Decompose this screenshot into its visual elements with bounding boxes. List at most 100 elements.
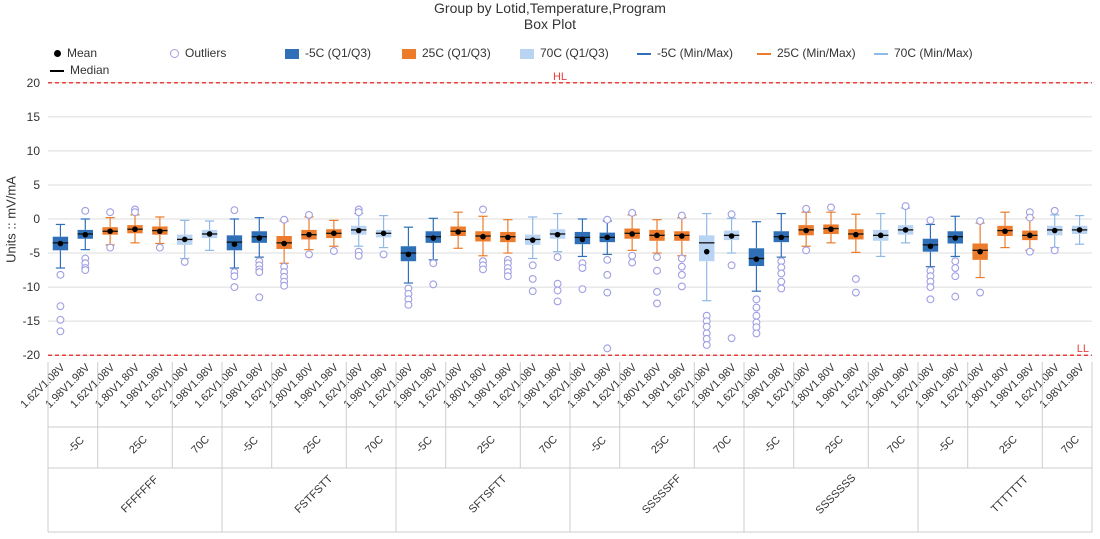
mean-point — [355, 227, 362, 234]
x-tick-lot-label: FFFFFFF — [119, 473, 161, 515]
legend-box-70-swatch — [520, 48, 534, 59]
outlier-point — [653, 253, 661, 262]
mean-point — [480, 233, 486, 240]
legend-box-m5-label: -5C (Q1/Q3) — [305, 46, 372, 60]
outlier-point — [1025, 213, 1034, 222]
outlier-point — [81, 266, 90, 275]
mean-point — [256, 235, 263, 241]
outlier-point — [727, 334, 736, 343]
legend-minmax-70-line — [874, 52, 888, 55]
legend-minmax-25: 25C (Min/Max) — [757, 46, 856, 60]
outlier-point — [56, 315, 65, 324]
outlier-point — [106, 208, 115, 217]
mean-point — [107, 228, 113, 235]
outlier-point — [553, 297, 562, 306]
legend-box-25-swatch — [402, 48, 416, 59]
mean-point — [430, 235, 437, 241]
x-tick-temperature-label: 70C — [363, 433, 386, 456]
mean-point — [629, 231, 635, 237]
mean-point — [902, 227, 909, 233]
legend-mean-marker — [54, 50, 61, 58]
outlier-point — [479, 205, 487, 214]
chart-subtitle: Box Plot — [523, 16, 577, 32]
mean-point — [206, 231, 213, 237]
outlier-point — [628, 251, 637, 260]
x-tick-lot-label: SSSSSSS — [814, 472, 859, 517]
mean-point — [132, 226, 138, 233]
outlier-point — [255, 293, 264, 302]
outlier-point — [628, 258, 637, 267]
outlier-point — [56, 327, 65, 336]
x-tick-temperature-label: 70C — [711, 433, 734, 456]
legend-minmax-70: 70C (Min/Max) — [874, 46, 973, 60]
legend-median-label: Median — [70, 63, 110, 77]
x-tick-temperature-label: 70C — [885, 433, 908, 456]
mean-point — [952, 235, 959, 241]
outlier-point — [752, 329, 761, 338]
outlier-point — [752, 295, 761, 304]
outlier-point — [429, 259, 438, 268]
mean-point — [703, 248, 710, 255]
legend-minmax-m5: -5C (Min/Max) — [637, 46, 733, 60]
mean-point — [853, 231, 859, 238]
legend-box-25: 25C (Q1/Q3) — [402, 46, 491, 60]
outlier-point — [479, 265, 487, 274]
outlier-point — [926, 216, 935, 225]
legend-outliers-label: Outliers — [185, 46, 227, 60]
mean-point — [604, 234, 611, 241]
mean-point — [82, 231, 89, 238]
outlier-point — [976, 288, 985, 297]
y-tick-label: 20 — [27, 76, 41, 90]
outlier-point — [851, 274, 860, 283]
mean-point — [877, 232, 884, 239]
outlier-point — [255, 268, 264, 277]
outlier-point — [230, 206, 239, 215]
outlier-point — [901, 202, 910, 211]
legend-outliers: Outliers — [170, 46, 226, 60]
outlier-point — [180, 257, 189, 266]
mean-point — [977, 248, 983, 255]
outlier-point — [677, 282, 686, 291]
x-tick-temperature-label: 25C — [475, 433, 498, 456]
outlier-point — [528, 274, 537, 283]
outlier-point — [926, 295, 935, 304]
y-tick-label: 15 — [27, 110, 41, 124]
chart-title: Group by Lotid,Temperature,Program — [434, 0, 666, 16]
legend-minmax-25-label: 25C (Min/Max) — [777, 46, 856, 60]
mean-point — [57, 240, 64, 247]
mean-point — [654, 232, 660, 239]
x-tick-temperature-label: -5C — [240, 434, 261, 455]
outlier-point — [603, 288, 612, 297]
legend-outliers-marker — [170, 49, 179, 59]
outlier-point — [553, 279, 562, 288]
outlier-point — [603, 270, 612, 279]
legend-box-70: 70C (Q1/Q3) — [520, 46, 609, 60]
outlier-point — [951, 257, 960, 266]
outlier-point — [777, 284, 786, 293]
x-tick-lot-label: SSSSSFF — [640, 472, 684, 516]
outlier-point — [727, 261, 736, 270]
mean-point — [331, 230, 337, 237]
outlier-point — [280, 281, 289, 290]
outlier-point — [553, 286, 562, 295]
outlier-point — [1050, 246, 1059, 255]
outlier-point — [553, 253, 562, 262]
outlier-point — [777, 269, 786, 278]
x-tick-temperature-label: -5C — [936, 434, 957, 455]
x-tick-temperature-label: 25C — [127, 433, 150, 456]
outlier-point — [131, 208, 139, 217]
mean-point — [728, 233, 735, 239]
outlier-point — [677, 262, 686, 271]
mean-point — [927, 243, 934, 250]
mean-point — [679, 233, 685, 239]
mean-point — [828, 226, 834, 233]
y-tick-label: -20 — [23, 348, 41, 362]
mean-point — [1027, 232, 1033, 239]
x-tick-temperature-label: 25C — [997, 433, 1020, 456]
outlier-point — [155, 243, 164, 252]
outlier-point — [528, 261, 537, 270]
y-tick-label: 5 — [33, 178, 40, 192]
mean-point — [181, 236, 188, 243]
outlier-point — [280, 215, 289, 224]
mean-point — [803, 227, 809, 234]
